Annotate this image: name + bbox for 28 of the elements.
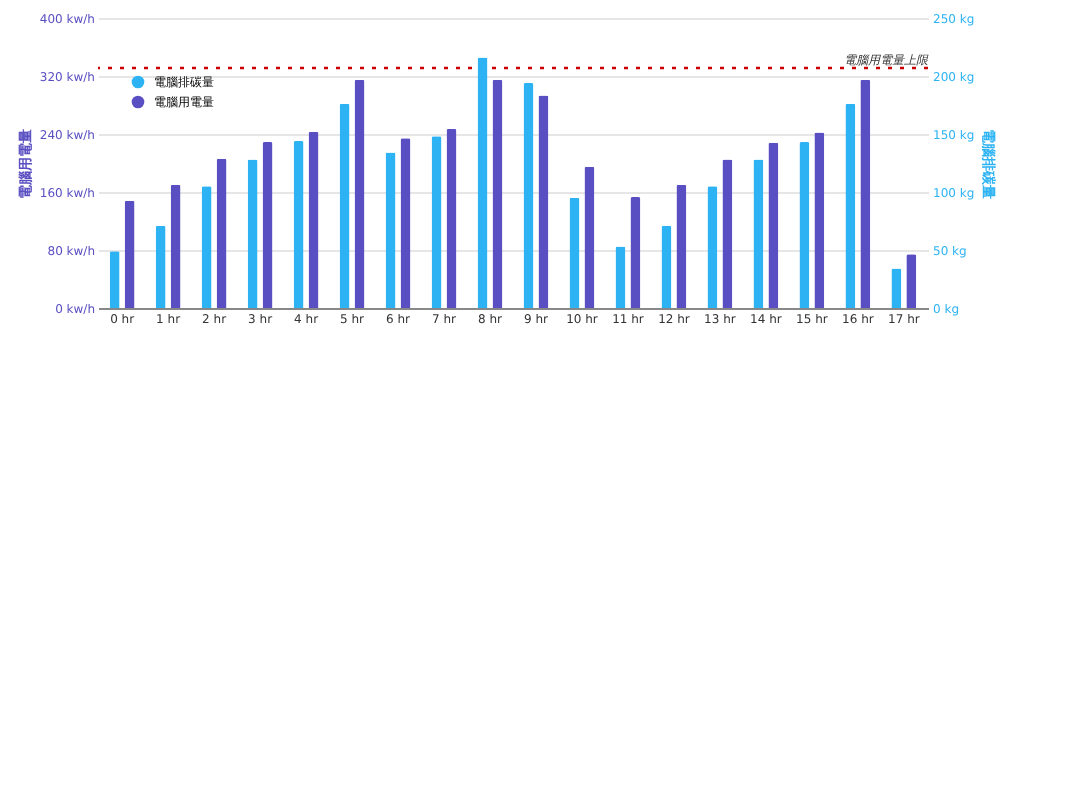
bar [339,103,350,308]
bar [446,128,457,308]
bar [385,152,396,308]
bar [768,142,779,308]
bar [753,159,764,308]
bar [538,95,549,308]
bar [676,184,687,308]
bar [216,158,227,308]
bar [308,131,319,308]
bar [584,166,595,308]
bar [262,141,273,308]
bar [860,79,871,308]
bar [722,159,733,308]
bar [845,103,856,308]
bar [492,79,503,308]
bar [431,136,442,308]
bar [630,197,641,308]
bar [170,184,181,308]
bar [477,57,488,308]
bar [799,142,810,308]
bar [814,132,825,308]
bar [247,159,258,308]
bar [354,79,365,308]
bar [124,200,135,308]
bar [569,197,580,308]
bar [400,138,411,308]
bar [523,82,534,308]
bar [293,140,304,308]
